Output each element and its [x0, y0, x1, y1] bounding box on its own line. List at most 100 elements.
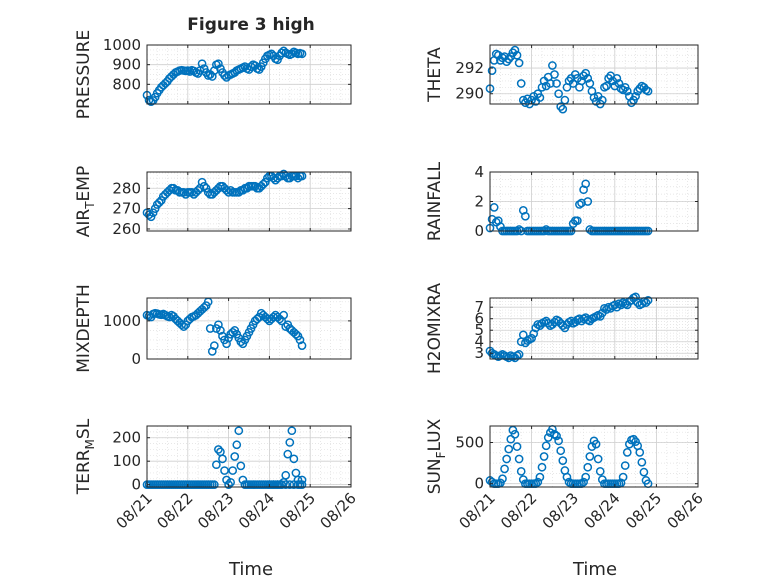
y-tick-label: 260: [112, 220, 141, 238]
data-point: [618, 472, 628, 482]
data-point: [631, 91, 640, 101]
data-point: [224, 480, 233, 490]
data-point: [230, 452, 240, 461]
figure-title: Figure 3 high: [187, 15, 315, 35]
x-axis-label-left: Time: [228, 559, 273, 580]
data-point: [277, 48, 286, 58]
data-point: [265, 480, 274, 490]
data-point: [539, 452, 549, 461]
data-point: [552, 431, 561, 441]
data-point: [498, 474, 507, 484]
data-point: [214, 183, 223, 193]
y-axis-label: TERRMSL: [74, 418, 97, 495]
data-point: [218, 454, 227, 464]
data-point: [575, 200, 584, 209]
data-point: [562, 472, 572, 482]
data-point: [197, 59, 207, 69]
y-tick-label: 6: [474, 310, 484, 328]
data-point: [535, 93, 545, 102]
data-point: [554, 89, 563, 99]
data-point: [232, 440, 242, 450]
data-point: [179, 322, 189, 331]
data-point: [566, 316, 576, 326]
data-point: [277, 480, 286, 490]
y-tick-label: 500: [455, 433, 484, 451]
data-point: [281, 322, 291, 331]
data-point: [533, 477, 543, 487]
y-axis-label: H2OMIXRA: [425, 283, 445, 374]
data-point: [279, 310, 289, 320]
data-point: [581, 472, 591, 482]
y-tick-label: 5: [474, 321, 484, 339]
data-point: [487, 66, 497, 76]
data-point: [510, 429, 520, 439]
data-point: [512, 442, 522, 451]
y-tick-label: 2: [474, 193, 484, 211]
y-axis-label-part: AIR: [74, 209, 94, 238]
y-axis-label: MIXDEPTH: [74, 284, 94, 373]
data-point: [616, 478, 626, 488]
data-point: [622, 448, 632, 457]
data-point: [203, 187, 213, 197]
data-point: [518, 330, 528, 340]
y-tick-label: 292: [455, 59, 484, 77]
data-point: [238, 185, 248, 195]
data-point: [263, 173, 272, 183]
data-point: [148, 208, 158, 218]
data-point: [273, 173, 282, 183]
data-point: [293, 173, 303, 183]
y-tick-label: 4: [474, 163, 484, 181]
data-point: [277, 316, 286, 326]
data-point: [496, 478, 505, 488]
data-point: [295, 335, 305, 345]
data-point: [228, 327, 238, 337]
data-point: [234, 187, 244, 197]
data-point: [205, 324, 215, 333]
data-point: [527, 333, 536, 343]
data-point: [500, 464, 509, 474]
data-point: [236, 337, 246, 347]
data-point: [554, 436, 563, 446]
data-point: [529, 329, 539, 339]
data-point: [545, 79, 555, 88]
data-point: [514, 454, 524, 464]
data-point: [583, 197, 593, 206]
axes-box: [489, 425, 699, 488]
y-axis-label: PRESSURE: [74, 30, 94, 119]
y-axis-label-part: TERR: [74, 449, 94, 495]
axes-box: [146, 171, 352, 232]
data-point: [169, 183, 178, 193]
data-point: [236, 461, 246, 471]
data-point: [281, 470, 291, 480]
data-point: [489, 203, 499, 212]
data-point: [508, 425, 518, 435]
data-point: [535, 472, 545, 482]
data-point: [291, 329, 301, 339]
axes-box: [146, 425, 352, 488]
data-point: [585, 79, 595, 88]
axes-box: [489, 297, 699, 360]
data-point: [541, 441, 551, 451]
data-point: [622, 86, 632, 96]
data-point: [201, 183, 211, 193]
data-point: [156, 196, 166, 205]
y-tick-label: 280: [112, 179, 141, 197]
data-point: [214, 445, 223, 454]
data-point: [224, 187, 233, 197]
y-tick-label: 270: [112, 200, 141, 218]
data-point: [504, 353, 514, 363]
axes-box: [146, 44, 352, 105]
subplot-air-temp: 260 270 280 AIRTEMP: [74, 166, 352, 238]
data-point: [516, 79, 526, 88]
axes-box: [489, 44, 699, 105]
data-point: [258, 179, 268, 189]
data-point: [297, 480, 307, 490]
data-point: [616, 300, 626, 310]
data-point: [631, 292, 640, 302]
y-tick-label: 800: [112, 75, 141, 93]
y-tick-label: 0: [474, 222, 484, 240]
data-point: [289, 480, 299, 490]
data-point: [575, 314, 584, 324]
y-axis-label-subscript: T: [83, 201, 97, 210]
